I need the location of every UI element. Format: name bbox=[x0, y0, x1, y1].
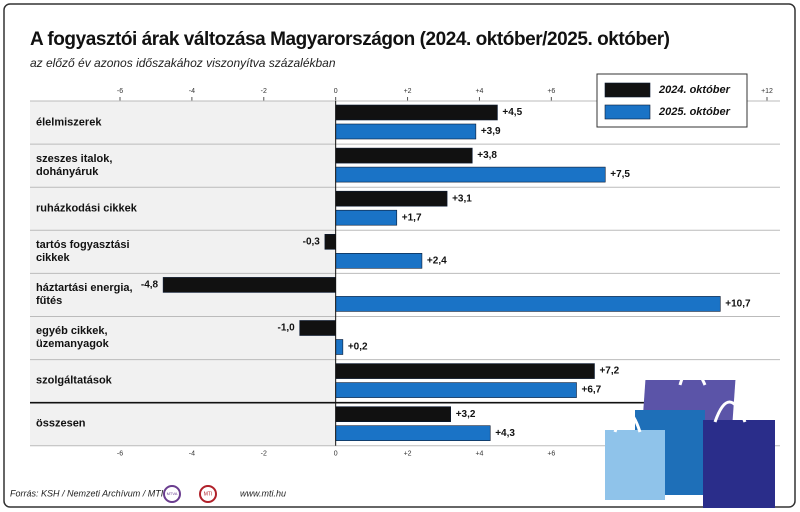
x-tick-label: +6 bbox=[547, 88, 555, 95]
value-label: -1,0 bbox=[277, 323, 295, 334]
value-label: -0,3 bbox=[303, 236, 321, 247]
bar bbox=[335, 123, 477, 140]
legend-label: 2025. október bbox=[658, 106, 731, 118]
category-label: szeszes italok, dohányáruk bbox=[36, 152, 113, 178]
x-tick-label: +6 bbox=[547, 451, 555, 458]
value-label: -4,8 bbox=[141, 280, 159, 291]
logo bbox=[163, 485, 181, 503]
bar bbox=[299, 320, 336, 336]
value-label: +7,2 bbox=[599, 366, 619, 377]
bar bbox=[335, 363, 595, 379]
chart-subtitle: az előző év azonos időszakához viszonyít… bbox=[30, 56, 336, 70]
bags-illustration bbox=[605, 366, 775, 508]
x-tick-label: +2 bbox=[404, 88, 412, 95]
x-tick-label: -6 bbox=[117, 451, 123, 458]
legend-swatch bbox=[604, 82, 651, 98]
legend-label: 2024. október bbox=[658, 84, 731, 96]
x-tick-label: 0 bbox=[334, 451, 338, 458]
bar bbox=[335, 147, 473, 164]
x-tick-label: +12 bbox=[761, 88, 773, 95]
x-tick-label: -4 bbox=[189, 88, 195, 95]
bar bbox=[335, 406, 451, 423]
bar bbox=[335, 253, 423, 269]
legend-swatch bbox=[604, 104, 651, 120]
bar bbox=[335, 296, 721, 312]
value-label: +3,2 bbox=[456, 409, 476, 420]
category-label: szolgáltatások bbox=[36, 374, 112, 387]
chart-title: A fogyasztói árak változása Magyarország… bbox=[30, 29, 670, 50]
bar bbox=[324, 234, 336, 250]
value-label: +7,5 bbox=[610, 169, 630, 180]
value-label: +4,5 bbox=[502, 107, 522, 118]
x-tick-label: -4 bbox=[189, 451, 195, 458]
value-label: +0,2 bbox=[348, 342, 368, 353]
source: Forrás: KSH / Nemzeti Archívum / MTI bbox=[10, 488, 164, 498]
bar bbox=[162, 277, 336, 293]
x-tick-label: +4 bbox=[475, 451, 483, 458]
x-tick-label: +4 bbox=[475, 88, 483, 95]
bar bbox=[335, 425, 491, 442]
logo-text: MTI bbox=[204, 491, 213, 497]
category-label: ruházkodási cikkek bbox=[36, 202, 137, 215]
value-label: +2,4 bbox=[427, 255, 447, 266]
value-label: +3,1 bbox=[452, 193, 472, 204]
bar bbox=[335, 339, 344, 355]
value-label: +10,7 bbox=[725, 299, 751, 310]
value-label: +1,7 bbox=[402, 212, 422, 223]
x-tick-label: 0 bbox=[334, 88, 338, 95]
logo-text: MTVA bbox=[167, 491, 178, 496]
x-tick-label: +2 bbox=[404, 451, 412, 458]
bar bbox=[335, 190, 448, 207]
category-label: háztartási energia, fűtés bbox=[36, 281, 133, 307]
category-label: élelmiszerek bbox=[36, 116, 102, 129]
x-tick-label: -2 bbox=[261, 88, 267, 95]
category-label: összesen bbox=[36, 417, 86, 430]
logo bbox=[199, 485, 217, 503]
x-tick-label: -6 bbox=[117, 88, 123, 95]
category-label: tartós fogyasztási cikkek bbox=[36, 238, 130, 264]
bar bbox=[335, 382, 577, 398]
bar bbox=[335, 209, 398, 226]
bar bbox=[335, 104, 498, 121]
category-label: egyéb cikkek, üzemanyagok bbox=[36, 325, 109, 351]
value-label: +6,7 bbox=[581, 385, 601, 396]
x-tick-label: -2 bbox=[261, 451, 267, 458]
website: www.mti.hu bbox=[240, 488, 286, 498]
value-label: +3,9 bbox=[481, 126, 501, 137]
value-label: +4,3 bbox=[495, 428, 515, 439]
value-label: +3,8 bbox=[477, 150, 497, 161]
bar bbox=[335, 166, 606, 183]
